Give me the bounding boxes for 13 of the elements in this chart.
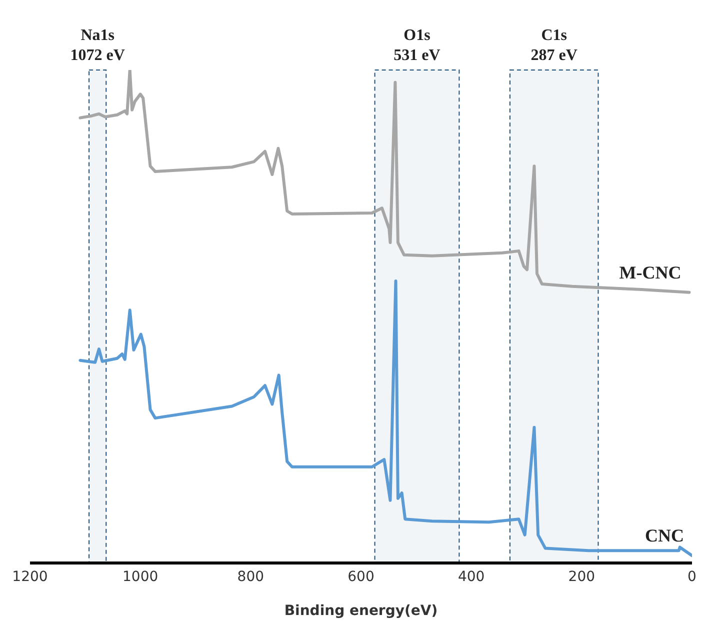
- x-tick-label: 0: [688, 568, 696, 585]
- band-label: Na1s 1072 eV: [70, 27, 126, 64]
- x-axis-title: Binding energy(eV): [284, 603, 438, 619]
- x-tick-label: 400: [458, 568, 485, 585]
- series-label: CNC: [645, 526, 684, 546]
- band-label: O1s 531 eV: [394, 27, 441, 64]
- band-label: C1s 287 eV: [530, 27, 578, 64]
- x-tick-label: 600: [348, 568, 374, 585]
- x-tick-label: 200: [568, 568, 596, 585]
- x-tick-label: 800: [237, 568, 264, 585]
- series-label: M-CNC: [619, 262, 682, 282]
- x-tick-label: 1200: [12, 568, 48, 585]
- x-tick-label: 1000: [122, 568, 158, 585]
